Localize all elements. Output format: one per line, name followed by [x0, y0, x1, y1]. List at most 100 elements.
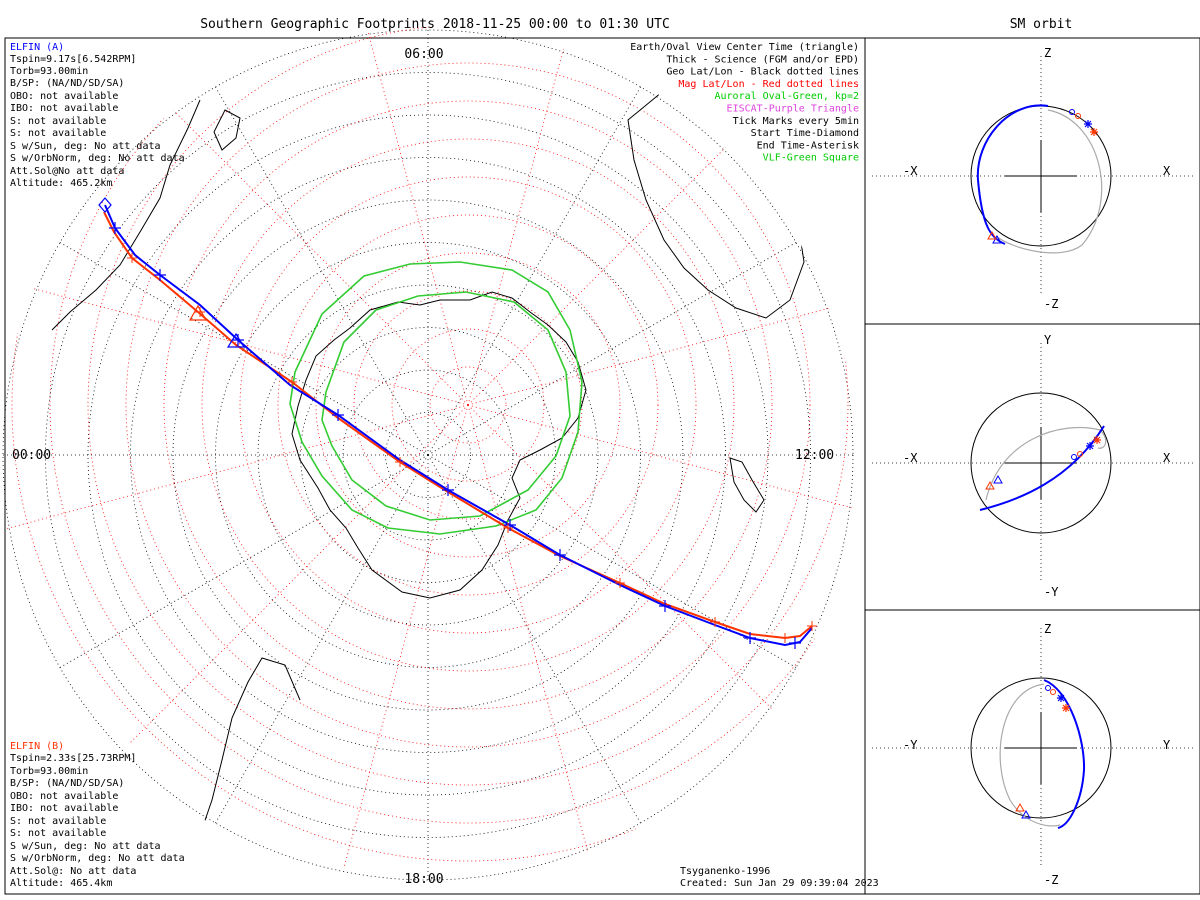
geo-latitude-circle	[45, 72, 811, 838]
sat-a-line: B/SP: (NA/ND/SD/SA)	[10, 78, 124, 89]
antarctica-coastline	[291, 291, 587, 599]
axis-label-left: -X	[903, 451, 918, 465]
sat-b-start-marker	[1075, 113, 1081, 119]
mag-meridian	[467, 280, 856, 406]
mag-latitude-circle	[429, 366, 507, 444]
sat-a-name: ELFIN (A)	[10, 42, 64, 53]
created-label: Created: Sun Jan 29 09:39:04 2023	[680, 878, 879, 889]
geo-latitude-circle	[385, 412, 471, 498]
geo-latitude-circle	[172, 199, 684, 711]
geo-meridian	[427, 73, 649, 456]
sat-b-line: S w/Sun, deg: No att data	[10, 841, 161, 852]
sat-b-end-asterisk	[1093, 436, 1101, 444]
geo-meridian	[46, 454, 429, 676]
sat-b-tick-mark	[780, 633, 790, 643]
mag-meridian	[128, 404, 469, 745]
sat-b-tick-mark	[503, 523, 513, 533]
mag-meridian	[128, 65, 469, 406]
sat-b-line: IBO: not available	[10, 803, 118, 814]
sat-b-line: Torb=93.00min	[10, 766, 88, 777]
sat-a-center-triangle	[1021, 809, 1031, 819]
mag-latitude-circle	[49, 27, 856, 824]
sat-a-line: S: not available	[10, 116, 106, 127]
sat-b-line: OBO: not available	[10, 791, 118, 802]
model-label: Tsyganenko-1996	[680, 866, 770, 877]
sat-b-start-marker	[1050, 689, 1056, 695]
mag-meridian	[467, 404, 808, 745]
sat-b-footprint-track	[103, 211, 813, 640]
geo-meridian	[427, 454, 649, 837]
sat-a-tick-mark	[744, 632, 756, 644]
axis-label-top: Z	[1044, 622, 1051, 636]
orbit-panel-yz: Z -Z -Y Y	[903, 622, 1171, 887]
sat-a-tick-mark	[154, 269, 166, 281]
legend-entry: EISCAT-Purple Triangle	[727, 104, 859, 115]
sat-a-info: ELFIN (A) Tspin=9.17s[6.542RPM] Torb=93.…	[10, 42, 185, 189]
sat-b-tick-mark	[127, 253, 137, 263]
footprint-tracks	[98, 197, 817, 649]
sat-a-end-asterisk	[1086, 442, 1094, 450]
geo-latitude-circle	[130, 157, 726, 753]
sat-b-center-triangle	[188, 304, 208, 321]
orbit-panel-frame-2	[864, 323, 1200, 611]
sat-a-line: S: not available	[10, 128, 106, 139]
sat-a-tick-mark	[232, 334, 244, 346]
mag-latitude-circle	[391, 328, 545, 482]
sat-b-line: B/SP: (NA/ND/SD/SA)	[10, 778, 124, 789]
sat-b-start-marker	[1077, 451, 1083, 457]
legend-entry: Auroral Oval-Green, kp=2	[715, 91, 860, 102]
sat-a-line: Tspin=9.17s[6.542RPM]	[10, 54, 136, 65]
sat-b-name: ELFIN (B)	[10, 741, 64, 752]
mag-meridian	[4, 280, 469, 406]
axis-label-top: Z	[1044, 46, 1051, 60]
orbit-panel-xz: Z -Z -X X	[903, 46, 1171, 311]
mag-meridian	[467, 65, 808, 406]
geo-latitude-circle	[300, 327, 556, 583]
sat-b-line: Att.Sol@: No att data	[10, 866, 136, 877]
orbit-drawings	[872, 56, 1195, 868]
sat-b-line: S: not available	[10, 828, 106, 839]
auroral-oval-outer	[289, 261, 583, 535]
geo-meridian	[427, 234, 810, 456]
mag-latitude-circle	[11, 27, 856, 862]
south-america-coastline	[177, 657, 301, 883]
axis-label-top: Y	[1044, 333, 1052, 347]
mag-meridian	[467, 404, 593, 869]
earth-outline	[970, 677, 1112, 819]
sat-a-start-marker	[1069, 109, 1075, 115]
mag-grid	[4, 27, 856, 869]
sat-a-center-triangle	[993, 474, 1003, 484]
axis-label-right: X	[1163, 451, 1171, 465]
orbit-back-side	[999, 683, 1061, 827]
mag-latitude-circle	[163, 100, 773, 710]
sat-b-end-asterisk	[1062, 704, 1070, 712]
sat-a-start-marker	[1071, 454, 1077, 460]
earth-outline	[970, 392, 1112, 534]
clock-label-18: 18:00	[404, 872, 443, 887]
sat-b-tick-mark	[395, 457, 405, 467]
sat-b-end-asterisk	[1090, 128, 1098, 136]
sat-a-line: OBO: not available	[10, 91, 118, 102]
sat-b-center-triangle	[1015, 802, 1025, 812]
mag-latitude-circle	[125, 62, 811, 748]
sat-a-start-marker	[1045, 685, 1051, 691]
axis-label-left: -X	[903, 164, 918, 178]
legend-entry: VLF-Green Square	[763, 153, 859, 164]
mag-latitude-circle	[201, 138, 735, 672]
sat-b-line: Altitude: 465.4km	[10, 878, 112, 889]
legend-entry: End Time-Asterisk	[757, 140, 859, 151]
sat-a-start-diamond	[98, 197, 112, 213]
map-frame	[4, 37, 866, 895]
sat-b-line: S: not available	[10, 816, 106, 827]
geo-meridian	[427, 454, 810, 676]
orbit-panel-frame-1	[864, 37, 1200, 325]
new-zealand-coastline	[729, 457, 765, 513]
sat-a-tick-mark	[109, 222, 121, 234]
axis-label-right: Y	[1163, 738, 1171, 752]
main-title: Southern Geographic Footprints 2018-11-2…	[200, 17, 670, 32]
mag-latitude-circle	[239, 176, 697, 634]
sat-a-line: Altitude: 465.2km	[10, 178, 112, 189]
mag-latitude-circle	[315, 252, 621, 558]
legend-entry: Mag Lat/Lon - Red dotted lines	[678, 79, 859, 90]
legend-entry: Geo Lat/Lon - Black dotted lines	[666, 67, 859, 78]
